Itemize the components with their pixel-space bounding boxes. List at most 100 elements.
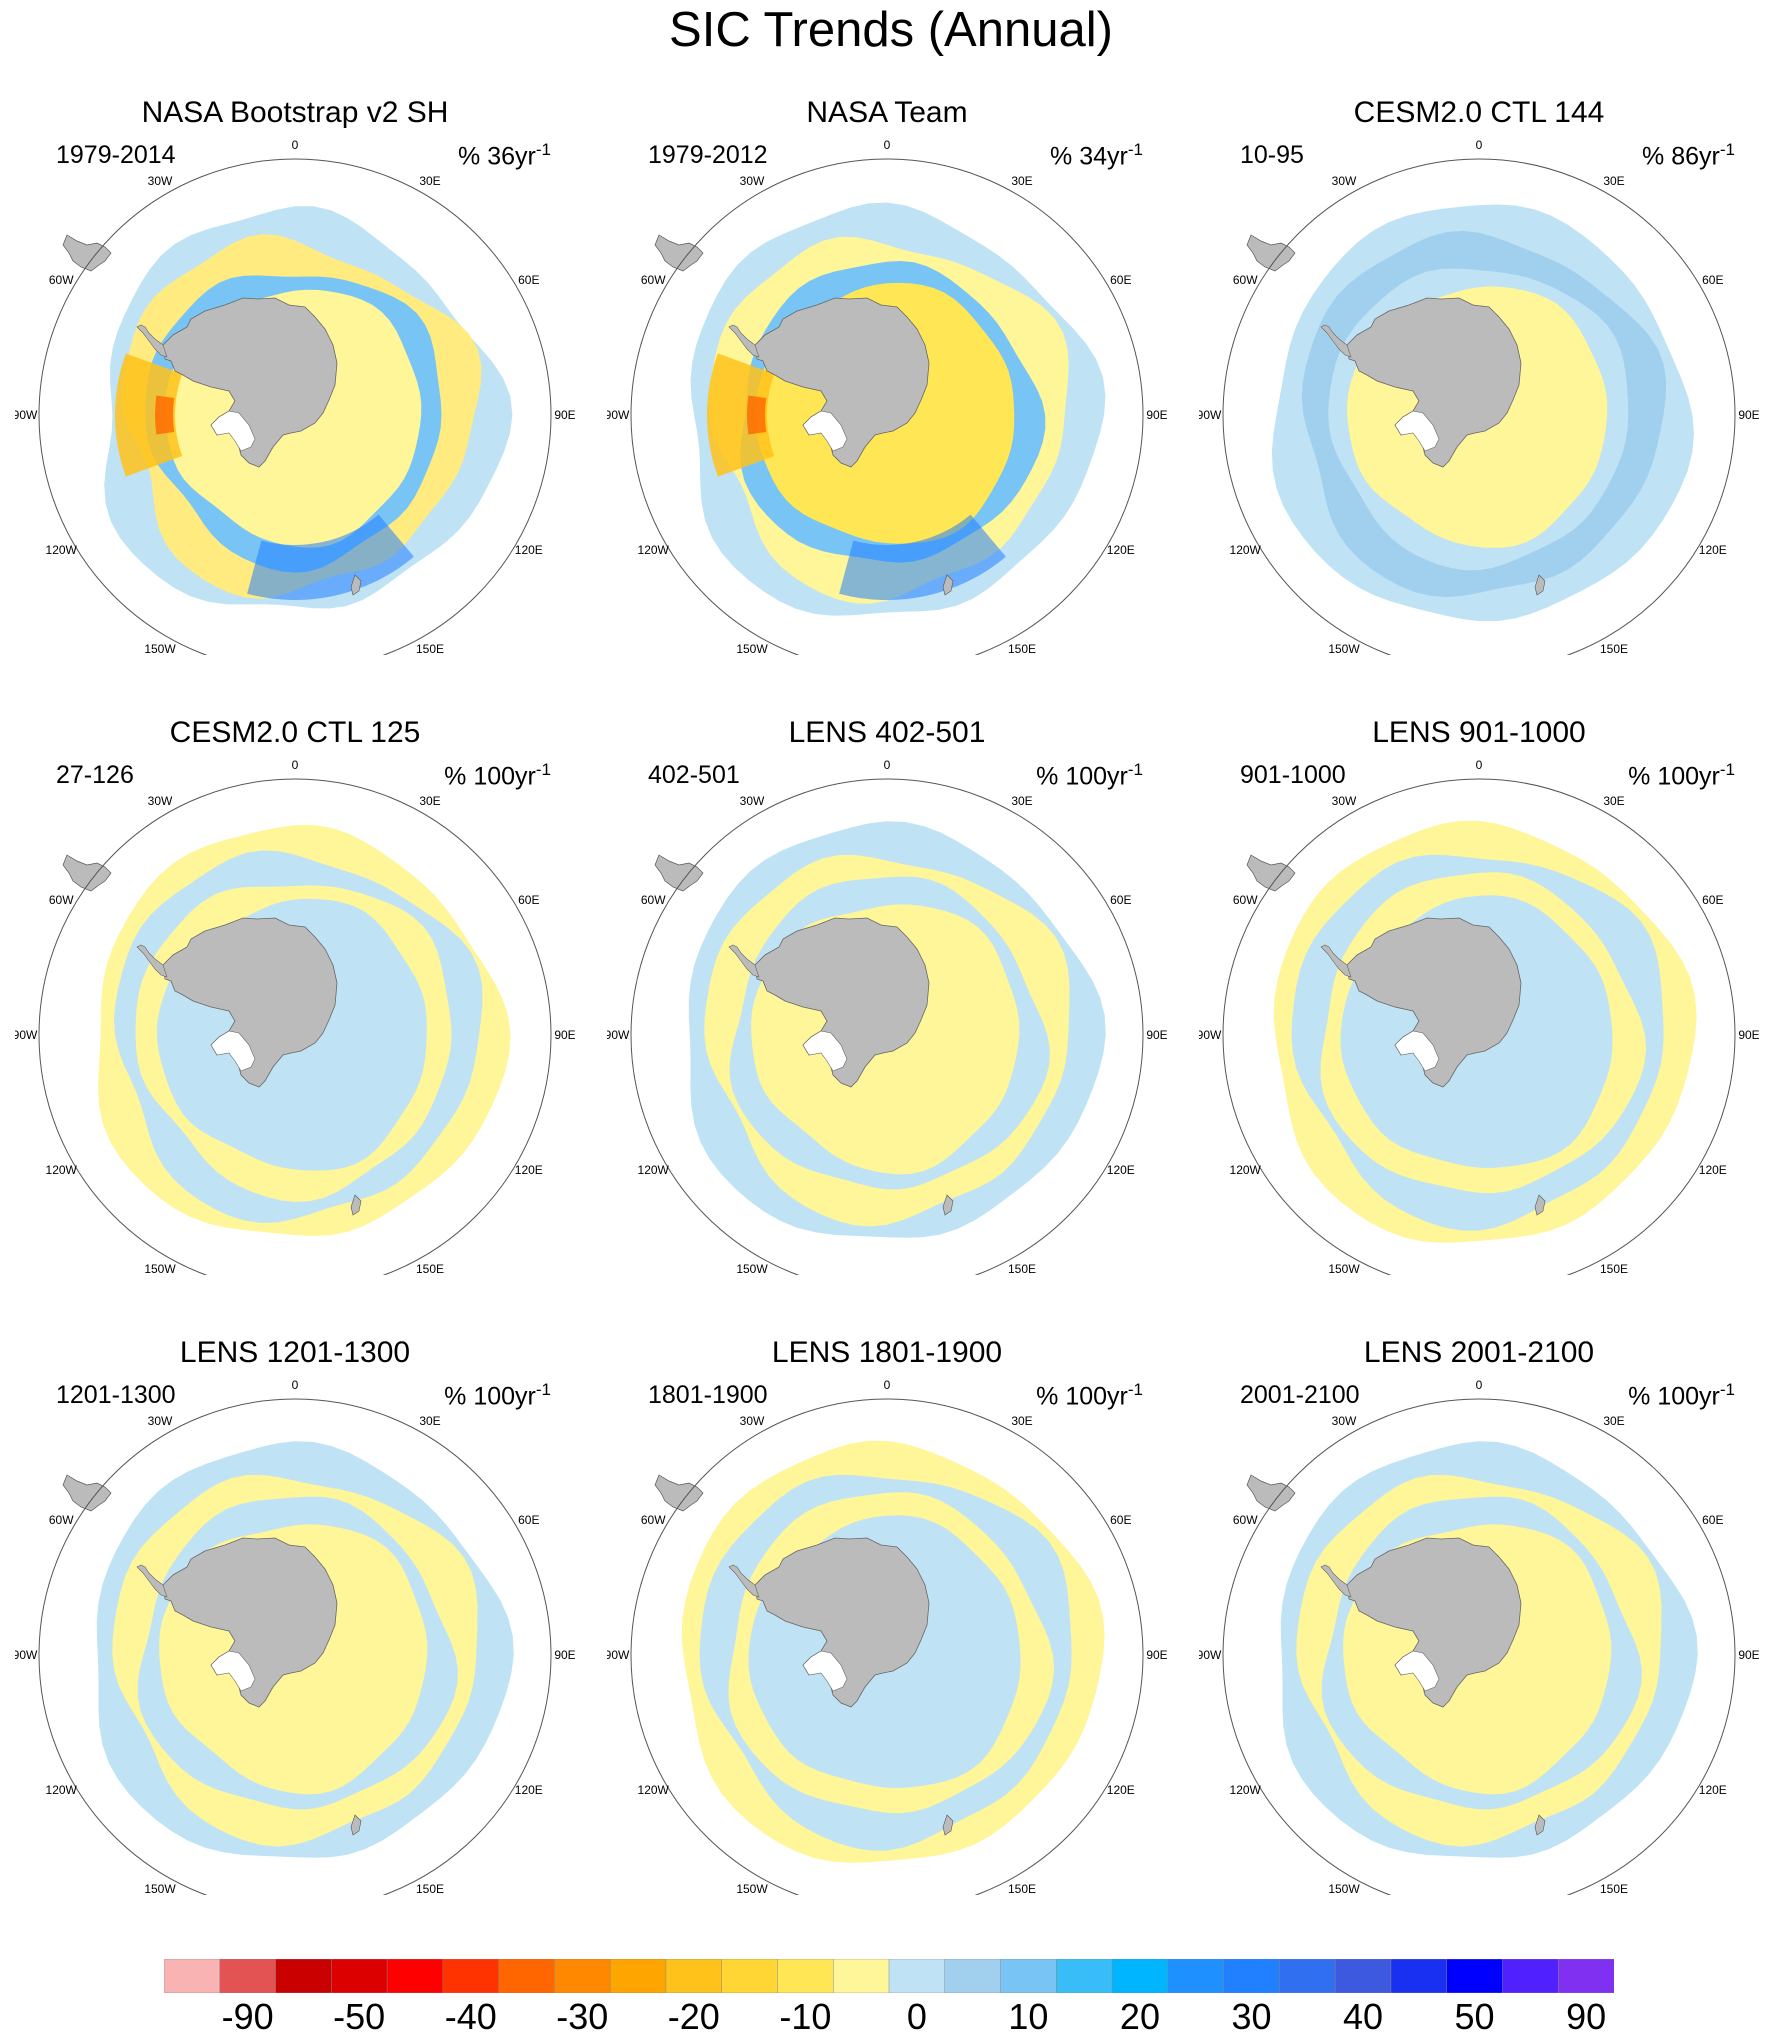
- units-exponent: -1: [1127, 760, 1143, 779]
- longitude-label: 90W: [1199, 1648, 1222, 1662]
- colorbar-swatch: [275, 1959, 333, 1993]
- sic-trend-region: [247, 514, 414, 600]
- units-prefix: %: [1628, 762, 1658, 791]
- units-prefix: %: [444, 762, 474, 791]
- colorbar-swatch: [442, 1959, 500, 1993]
- units-base: 100yr: [473, 1382, 536, 1411]
- units-base: 100yr: [1657, 762, 1720, 791]
- period-label: 1979-2012: [648, 141, 768, 169]
- longitude-label: 60E: [518, 273, 539, 287]
- new-zealand-tip: [942, 574, 954, 596]
- units-exponent: -1: [1719, 1380, 1735, 1399]
- colorbar-labels: -90 -50 -40 -30 -20 -10 0 10 20 30 40 50 90: [0, 1995, 1782, 2039]
- longitude-label: 30W: [1332, 794, 1357, 808]
- units-base: 86yr: [1671, 142, 1720, 171]
- antarctica-landmass: [1346, 917, 1522, 1088]
- units-prefix: %: [1036, 762, 1066, 791]
- panel-title: CESM2.0 CTL 125: [169, 716, 421, 749]
- longitude-label: 90E: [554, 1028, 575, 1042]
- polar-stereographic-map: 030E60E90E120E150E180150W120W90W60W30W: [607, 758, 1167, 1275]
- antarctica-landmass: [162, 917, 338, 1088]
- polar-stereographic-map: 030E60E90E120E150E180150W120W90W60W30W: [1199, 1378, 1759, 1895]
- colorbar-swatch: [777, 1959, 834, 1993]
- antarctic-peninsula: [1320, 944, 1352, 978]
- longitude-label: 120E: [515, 543, 543, 557]
- polar-stereographic-map: 030E60E90E120E150E180150W120W90W60W30W: [607, 1378, 1167, 1895]
- units-prefix: %: [1050, 142, 1080, 171]
- longitude-label: 120E: [1699, 1783, 1727, 1797]
- colorbar-tick-label: -10: [779, 1996, 832, 2037]
- longitude-label: 60E: [1110, 1513, 1131, 1527]
- ice-shelf: [210, 410, 256, 452]
- map-boundary: [630, 1398, 1144, 1895]
- panel-title: LENS 402-501: [788, 716, 986, 749]
- longitude-label: 60W: [641, 893, 666, 907]
- period-label: 402-501: [648, 761, 740, 789]
- polar-stereographic-map: 030E60E90E120E150E180150W120W90W60W30W: [607, 138, 1167, 655]
- colorbar-tick-label: 30: [1231, 1996, 1272, 2037]
- map-panel: 030E60E90E120E150E180150W120W90W60W30WLE…: [607, 1335, 1167, 1895]
- colorbar-swatch: [832, 1959, 890, 1993]
- longitude-label: 120W: [638, 1783, 670, 1797]
- colorbar-tick-label: -50: [333, 1996, 386, 2037]
- units-prefix: %: [1642, 142, 1672, 171]
- longitude-label: 90W: [15, 1648, 38, 1662]
- longitude-label: 30E: [1603, 1414, 1624, 1428]
- new-zealand-tip: [1534, 1814, 1546, 1836]
- longitude-label: 90W: [1199, 408, 1222, 422]
- map-panel: 030E60E90E120E150E180150W120W90W60W30WCE…: [15, 715, 575, 1275]
- longitude-label: 150E: [1008, 1262, 1036, 1275]
- colorbar-tick-label: 0: [906, 1996, 927, 2037]
- antarctic-peninsula: [1320, 324, 1352, 358]
- longitude-label: 60E: [1110, 893, 1131, 907]
- longitude-label: 150E: [1600, 1882, 1628, 1895]
- longitude-label: 120W: [46, 1783, 78, 1797]
- longitude-label: 90W: [1199, 1028, 1222, 1042]
- panel-title: NASA Bootstrap v2 SH: [141, 96, 449, 129]
- longitude-label: 120E: [515, 1783, 543, 1797]
- colorbar-swatch: [1223, 1959, 1281, 1993]
- longitude-label: 90E: [554, 1648, 575, 1662]
- south-america-tip: [1246, 1474, 1296, 1512]
- polar-stereographic-map: 030E60E90E120E150E180150W120W90W60W30W: [1199, 758, 1759, 1275]
- longitude-label: 150W: [144, 1262, 176, 1275]
- colorbar-swatch: [1502, 1959, 1559, 1993]
- map-boundary: [1222, 1398, 1736, 1895]
- colorbar-tick-label: -20: [667, 1996, 720, 2037]
- sic-trend-region: [155, 395, 175, 435]
- longitude-label: 90W: [15, 1028, 38, 1042]
- longitude-label: 90E: [1146, 408, 1167, 422]
- ice-shelf: [802, 1650, 848, 1692]
- units-exponent: -1: [1127, 1380, 1143, 1399]
- longitude-label: 60W: [1233, 1513, 1258, 1527]
- units-exponent: -1: [535, 1380, 551, 1399]
- longitude-label: 30E: [1011, 794, 1032, 808]
- longitude-label: 120E: [1107, 543, 1135, 557]
- units-prefix: %: [458, 142, 488, 171]
- map-panel: 030E60E90E120E150E180150W120W90W60W30WNA…: [15, 95, 575, 655]
- south-america-tip: [1246, 234, 1296, 272]
- longitude-label: 0: [1476, 138, 1483, 152]
- longitude-label: 90W: [607, 1028, 630, 1042]
- polar-stereographic-map: 030E60E90E120E150E180150W120W90W60W30W: [15, 1378, 575, 1895]
- colorbar-swatch: [1390, 1959, 1448, 1993]
- antarctica-landmass: [1346, 1537, 1522, 1708]
- antarctic-peninsula: [136, 324, 168, 358]
- new-zealand-tip: [1534, 574, 1546, 596]
- units-label: % 100yr-1: [1036, 1375, 1143, 1411]
- new-zealand-tip: [1534, 1194, 1546, 1216]
- colorbar-swatch: [1446, 1959, 1504, 1993]
- longitude-label: 150W: [144, 642, 176, 655]
- longitude-label: 30E: [419, 174, 440, 188]
- units-exponent: -1: [1719, 760, 1735, 779]
- longitude-label: 0: [292, 758, 299, 772]
- longitude-label: 60E: [518, 893, 539, 907]
- ice-shelf: [802, 1030, 848, 1072]
- antarctica-landmass: [162, 297, 338, 468]
- longitude-label: 30W: [740, 794, 765, 808]
- longitude-label: 30W: [1332, 1414, 1357, 1428]
- longitude-label: 60W: [641, 1513, 666, 1527]
- longitude-label: 0: [884, 1378, 891, 1392]
- longitude-label: 30W: [148, 794, 173, 808]
- colorbar-swatch: [888, 1959, 946, 1993]
